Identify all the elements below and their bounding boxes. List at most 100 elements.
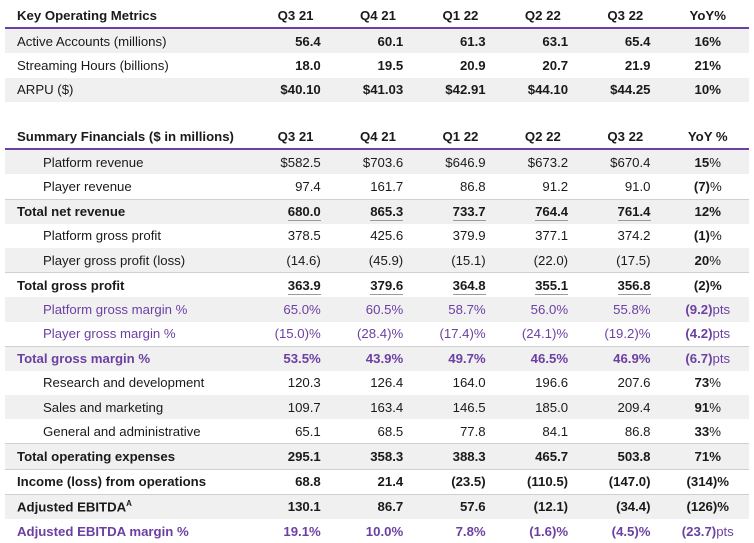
cell: 130.1 <box>254 493 337 519</box>
cell: (110.5) <box>501 468 585 495</box>
cell-value: 363.9 <box>287 277 321 295</box>
yoy-value: (23.7) <box>681 523 717 539</box>
row-label-text: Sales and marketing <box>43 399 164 415</box>
row-label: Platform gross profit <box>5 224 254 248</box>
yoy-unit: % <box>709 375 721 391</box>
table-row: Player revenue 97.4 161.7 86.8 91.2 91.0 (7)% <box>5 174 749 199</box>
cell-value: (34.4) <box>616 499 651 515</box>
table-row: Platform gross margin % 65.0% 60.5% 58.7% 56… <box>5 297 749 322</box>
cell-value: 58.7% <box>448 301 486 317</box>
cell-value: 680.0 <box>287 204 321 222</box>
cell-value: (110.5) <box>527 474 569 490</box>
cell: 18.0 <box>295 57 321 73</box>
cell: (15.1) <box>419 247 502 273</box>
yoy-cell: (9.2)pts <box>666 297 749 322</box>
yoy-cell: (2)% <box>666 272 749 298</box>
table-row: Total gross margin % 53.5% 43.9% 49.7% 46.5%… <box>5 345 749 371</box>
cell: (28.4)% <box>337 322 419 347</box>
cell: 60.1 <box>336 28 420 54</box>
cell-value: (15.1) <box>451 252 486 268</box>
column-header: Q4 21 <box>336 124 420 151</box>
cell: 65.1 <box>254 419 336 444</box>
cell: 109.7 <box>254 395 337 420</box>
cell-value: 10.0% <box>365 523 404 539</box>
cell: $673.2 <box>501 149 585 175</box>
cell: 425.6 <box>337 224 419 248</box>
column-header: Q3 22 <box>584 124 667 151</box>
cell: 86.7 <box>336 493 420 519</box>
cell-value: 377.1 <box>535 228 569 244</box>
table-row: Player gross profit (loss) (14.6) (45.9) (1… <box>5 247 749 273</box>
yoy-cell: 10% <box>666 77 749 102</box>
cell: $44.10 <box>501 77 585 102</box>
row-label: Income (loss) from operations <box>5 468 255 495</box>
cell: 19.1% <box>254 519 336 543</box>
column-header: YoY% <box>666 3 749 30</box>
yoy-cell: (6.7)pts <box>666 345 749 371</box>
table-header-row: Key Operating Metrics Q3 21 Q4 21 Q1 22 … <box>5 3 749 30</box>
cell-value: 97.4 <box>295 178 321 194</box>
row-label-text: Total gross profit <box>17 277 125 293</box>
cell-value: (14.6) <box>286 252 321 268</box>
cell: 196.6 <box>502 371 584 395</box>
cell-value: 161.7 <box>370 178 404 194</box>
cell: 388.3 <box>419 443 502 470</box>
row-label-text: Total operating expenses <box>17 449 176 465</box>
cell: (12.1) <box>501 493 585 519</box>
cell: 20.9 <box>459 57 486 73</box>
row-label: Platform revenue <box>5 149 255 175</box>
cell-value: 49.7% <box>448 351 486 367</box>
yoy-cell: (7)% <box>667 174 749 199</box>
cell: 364.8 <box>419 272 502 298</box>
cell-value: (24.1)% <box>521 326 569 342</box>
cell: $646.9 <box>419 149 502 175</box>
yoy-cell: 21% <box>694 57 721 73</box>
cell-value: 196.6 <box>535 375 569 391</box>
column-header: Q3 21 <box>254 3 337 30</box>
cell: (14.6) <box>254 247 337 273</box>
cell: 63.1 <box>501 28 585 54</box>
cell-value: 209.4 <box>617 399 651 415</box>
row-label: Player revenue <box>5 174 254 199</box>
cell: 503.8 <box>584 443 667 470</box>
table-row: Sales and marketing 109.7 163.4 146.5 185.0 2… <box>5 395 749 420</box>
table-row: Platform gross profit 378.5 425.6 379.9 377.… <box>5 224 749 248</box>
cell: $42.91 <box>419 77 502 102</box>
cell: $703.6 <box>336 149 420 175</box>
cell-value: 503.8 <box>617 449 651 465</box>
cell-value: 374.2 <box>617 228 651 244</box>
row-label: Sales and marketing <box>5 395 255 420</box>
cell-value: (28.4)% <box>357 326 404 342</box>
cell-value: 865.3 <box>370 204 404 222</box>
cell-value: 60.5% <box>365 301 404 317</box>
cell: $44.25 <box>584 77 667 102</box>
cell: 61.3 <box>419 28 502 54</box>
table-row: Research and development 120.3 126.4 164.0 1… <box>5 371 749 395</box>
cell-value: 185.0 <box>535 399 569 415</box>
cell: 19.5 <box>377 57 404 73</box>
table-row: Player gross margin % (15.0)% (28.4)% (17.4… <box>5 322 749 347</box>
cell: 764.4 <box>501 198 585 224</box>
row-label: Platform gross margin % <box>5 297 255 322</box>
cell: (24.1)% <box>502 322 584 347</box>
cell-value: (17.4)% <box>439 326 486 342</box>
cell-value: (45.9) <box>368 252 404 268</box>
row-label: Total gross margin % <box>5 345 255 371</box>
cell: 84.1 <box>502 419 584 444</box>
table-row: Streaming Hours (billions) 18.0 19.5 20.… <box>5 53 749 77</box>
cell: 43.9% <box>336 345 420 371</box>
cell-value: 91.0 <box>624 178 651 194</box>
cell-value: 55.8% <box>613 301 651 317</box>
cell-value: (1.6)% <box>529 523 569 539</box>
yoy-value: (9.2) <box>685 301 713 317</box>
cell: (17.4)% <box>419 322 501 347</box>
cell: 378.5 <box>254 224 336 248</box>
row-label-text: Platform revenue <box>43 154 144 170</box>
cell-value: 46.9% <box>613 351 651 367</box>
cell-value: 379.9 <box>452 228 486 244</box>
table-header-row: Summary Financials ($ in millions) Q3 21… <box>5 124 749 151</box>
yoy-unit: pts <box>716 523 734 539</box>
cell: 207.6 <box>584 371 666 395</box>
yoy-value: 20 <box>694 252 710 268</box>
row-label: Total gross profit <box>5 272 255 298</box>
